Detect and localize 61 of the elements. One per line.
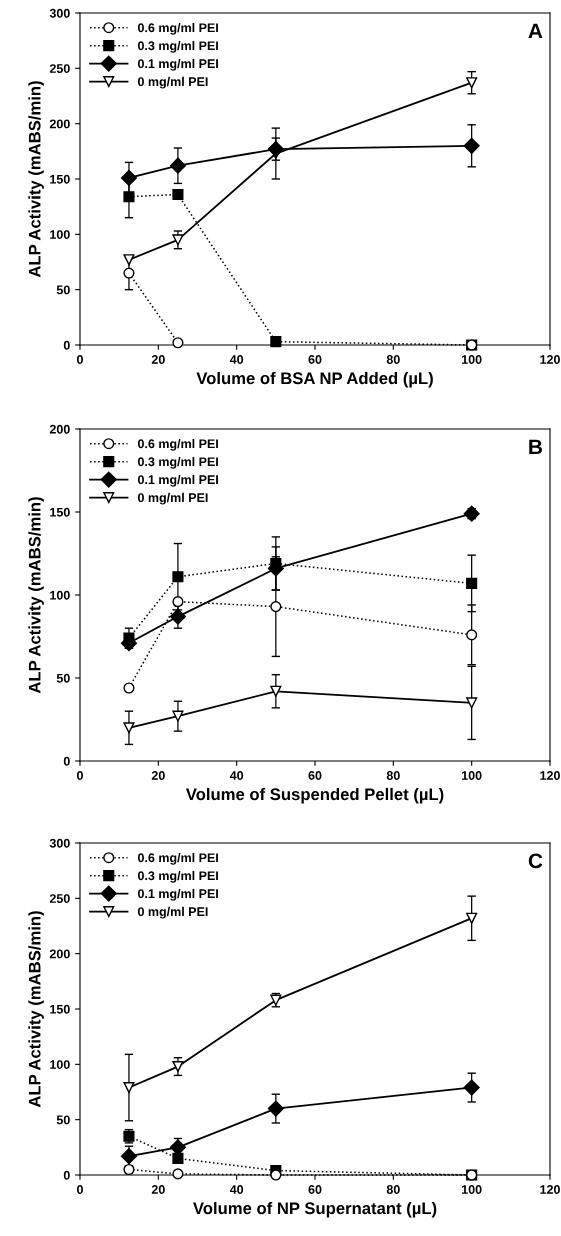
x-tick-label: 100 [462,1185,482,1194]
legend-label: 0.1 mg/ml PEI [137,474,218,487]
x-tick-label: 80 [386,1185,400,1194]
x-tick-label: 60 [308,1185,322,1194]
y-tick-label: 150 [50,1004,70,1014]
y-tick-label: 200 [49,949,70,959]
y-tick-label: 0 [63,756,70,766]
y-tick-label: 100 [50,1060,70,1069]
x-tick-label: 0 [77,355,83,364]
x-tick-label: 80 [386,355,400,364]
x-tick-label: 40 [229,355,244,364]
legend-label: 0.3 mg/ml PEI [137,456,218,469]
x-tick-label: 80 [386,771,400,780]
y-axis-title: ALP Activity (mABS/min) [28,497,44,694]
legend-label: 0 mg/ml PEI [137,492,208,505]
legend-label: 0.3 mg/ml PEI [137,40,218,53]
annotation: C [528,853,543,869]
y-tick-label: 0 [63,1170,70,1180]
x-tick-label: 60 [308,771,322,780]
y-tick-label: 300 [49,838,70,848]
x-tick-label: 0 [77,771,83,780]
x-tick-label: 40 [229,1185,244,1194]
x-tick-label: 20 [151,355,165,364]
x-tick-label: 120 [540,771,560,780]
y-tick-label: 100 [50,230,70,239]
y-tick-label: 50 [56,1115,70,1125]
y-tick-label: 50 [56,673,70,683]
y-tick-label: 200 [49,119,70,129]
legend-label: 0.6 mg/ml PEI [137,439,218,451]
legend-label: 0.6 mg/ml PEI [137,853,218,865]
legend-label: 0 mg/ml PEI [137,906,208,919]
x-axis-title: Volume of Suspended Pellet (µL) [185,787,444,804]
y-tick-label: 200 [49,424,70,434]
annotation: B [529,439,542,455]
y-axis-title: ALP Activity (mABS/min) [28,81,44,278]
y-tick-label: 250 [49,64,70,73]
y-tick-label: 150 [50,507,70,517]
y-axis-title: ALP Activity (mABS/min) [28,911,44,1108]
x-tick-label: 100 [462,771,482,780]
legend-label: 0 mg/ml PEI [137,76,208,89]
x-tick-label: 20 [151,1185,165,1194]
y-tick-label: 300 [49,8,70,18]
legend-label: 0.6 mg/ml PEI [137,23,218,35]
y-tick-label: 50 [56,285,70,295]
x-tick-label: 20 [151,771,165,780]
y-tick-label: 100 [50,590,70,600]
x-tick-label: 120 [540,1185,560,1194]
x-axis-title: Volume of BSA NP Added (µL) [196,371,433,388]
x-tick-label: 60 [308,355,322,364]
annotation: A [528,23,543,39]
y-tick-label: 0 [63,340,70,350]
y-tick-label: 250 [49,894,70,903]
x-tick-label: 100 [462,355,482,364]
y-tick-label: 150 [50,174,70,184]
legend-label: 0.1 mg/ml PEI [137,888,218,901]
x-axis-title: Volume of NP Supernatant (µL) [193,1201,437,1218]
x-tick-label: 120 [540,355,560,364]
x-tick-label: 0 [77,1185,83,1194]
legend-label: 0.1 mg/ml PEI [137,58,218,71]
legend-label: 0.3 mg/ml PEI [137,870,218,883]
x-tick-label: 40 [229,771,244,780]
